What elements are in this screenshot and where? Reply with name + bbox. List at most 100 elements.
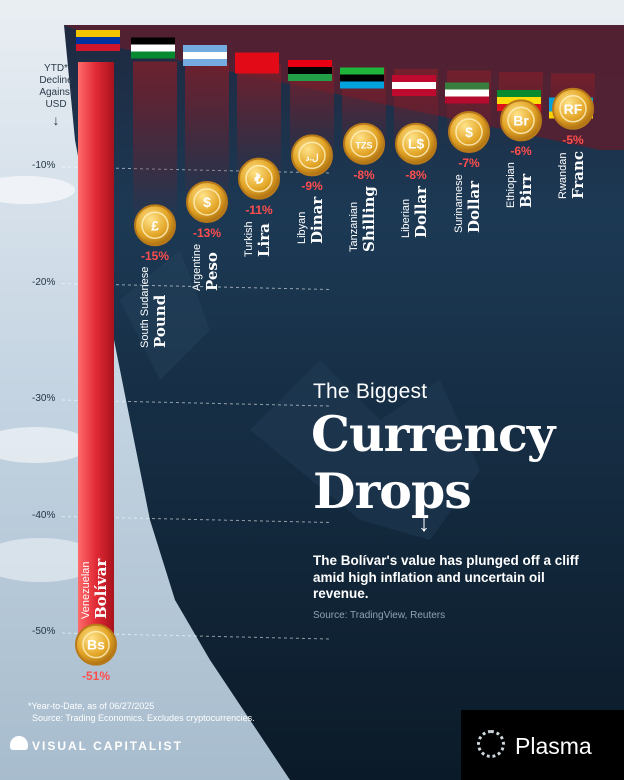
flag-stripe <box>445 82 489 90</box>
coin-symbol: RF <box>564 101 583 117</box>
coin <box>500 99 542 142</box>
coin-symbol: L$ <box>408 136 425 152</box>
coin-ring <box>559 95 587 123</box>
down-arrow-icon: ↓ <box>52 112 60 128</box>
value-label: -51% <box>81 668 110 683</box>
value-label: -5% <box>562 132 584 147</box>
cloud <box>0 538 100 582</box>
coin-symbol: Br <box>513 112 529 128</box>
plasma-logo-icon <box>477 730 505 758</box>
flag-stripe <box>183 59 227 66</box>
flag-stripe <box>76 44 120 51</box>
y-axis-label-line: YTD* <box>44 63 68 74</box>
flag-stripe <box>445 96 489 104</box>
coin <box>238 157 280 200</box>
flag-stripe <box>235 59 279 67</box>
coin-ring <box>141 211 169 239</box>
coin <box>395 122 437 165</box>
value-label: -13% <box>192 225 221 240</box>
category-label: Surinamese Dollar <box>453 174 483 233</box>
y-axis-label-line: Decline <box>39 75 73 86</box>
sponsor-panel <box>461 710 624 780</box>
brand-left: VISUAL CAPITALIST <box>32 739 183 753</box>
footnote-line: Source: Trading Economics. Excludes cryp… <box>32 713 255 723</box>
flag-stripe <box>131 44 175 52</box>
value-label: -7% <box>458 156 480 171</box>
category-label: Tanzanian Shilling <box>348 186 378 252</box>
rock-facet <box>250 360 480 540</box>
coin-ring <box>298 141 326 170</box>
flag-stripe <box>235 52 279 60</box>
flag-stripe <box>392 82 436 89</box>
coin-symbol: $ <box>465 124 473 140</box>
footnote: *Year-to-Date, as of 06/27/2025 Source: … <box>28 700 255 724</box>
flag-stripe <box>288 74 332 81</box>
value-label: -8% <box>405 167 427 182</box>
coin-symbol: Bs <box>87 637 105 653</box>
category-label: Argentine Peso <box>191 244 221 291</box>
flag-stripe <box>131 37 175 45</box>
value-label: -9% <box>301 179 323 194</box>
coin-ring <box>245 164 273 193</box>
category-label: Ethiopian Birr <box>505 163 535 209</box>
flag-stripe <box>340 67 384 75</box>
category-label: Turkish Lira <box>243 221 273 257</box>
cloud <box>0 176 75 204</box>
coin <box>343 122 385 165</box>
flag-stripe <box>340 74 384 82</box>
coin-ring <box>507 106 535 135</box>
value-label: -15% <box>140 249 169 264</box>
coin-symbol: ₺ <box>254 171 264 187</box>
currency-name: Dollar <box>412 185 430 238</box>
coin-symbol: $ <box>203 194 211 210</box>
bar-glow <box>133 61 177 227</box>
source-note: Source: TradingView, Reuters <box>313 610 446 621</box>
currency-name: Peso <box>203 252 221 291</box>
flag-stripe <box>131 51 175 59</box>
coin-ring <box>350 129 378 158</box>
visual-capitalist-logo-icon <box>10 736 28 750</box>
coin-symbol: TZS <box>356 141 373 151</box>
footnote-line: *Year-to-Date, as of 06/27/2025 <box>28 701 155 711</box>
flag-stripe <box>392 75 436 82</box>
currency-name: Dinar <box>308 197 326 245</box>
cloud <box>0 427 90 463</box>
category-label: South Sudanese Pound <box>139 267 169 348</box>
flag-stripe <box>445 89 489 97</box>
currency-name: Bolívar <box>92 558 110 619</box>
flag-stripe <box>76 30 120 37</box>
chart-marks: Bs £ $ ₺ ل.د TZS L$ $ Br RF <box>75 30 595 666</box>
flag-stripe <box>288 67 332 74</box>
y-tick-label: -20% <box>32 276 56 288</box>
currency-name: Franc <box>569 150 587 199</box>
coin <box>291 134 333 177</box>
title-line-2: Currency <box>311 405 555 463</box>
coin-ring <box>82 630 110 659</box>
currency-name: Birr <box>517 174 535 209</box>
y-axis-label-line: USD <box>45 99 67 110</box>
value-label: -8% <box>353 167 375 182</box>
y-tick-label: -10% <box>32 160 56 171</box>
title-arrow-icon: ↓ <box>418 510 430 537</box>
flag-stripe <box>235 66 279 74</box>
description: The Bolívar's value has plunged off a cl… <box>313 553 579 601</box>
coin <box>186 180 228 223</box>
bar <box>78 62 114 645</box>
flag-stripe <box>497 90 541 97</box>
currency-name: Lira <box>255 222 273 257</box>
category-label: Rwandan Franc <box>557 150 587 199</box>
category-label: Liberian Dollar <box>400 185 430 238</box>
y-tick-label: -50% <box>32 626 56 637</box>
category-label: Venezuelan Bolívar <box>80 558 110 619</box>
flag-stripe <box>183 45 227 52</box>
rock-facet <box>120 250 210 380</box>
coin <box>552 87 594 130</box>
category-label: Libyan Dinar <box>296 197 326 245</box>
coin-ring <box>193 188 221 216</box>
title-line-3: Drops <box>313 462 472 520</box>
value-label: -11% <box>245 202 273 217</box>
flag-stripe <box>392 89 436 96</box>
coin <box>75 623 117 666</box>
